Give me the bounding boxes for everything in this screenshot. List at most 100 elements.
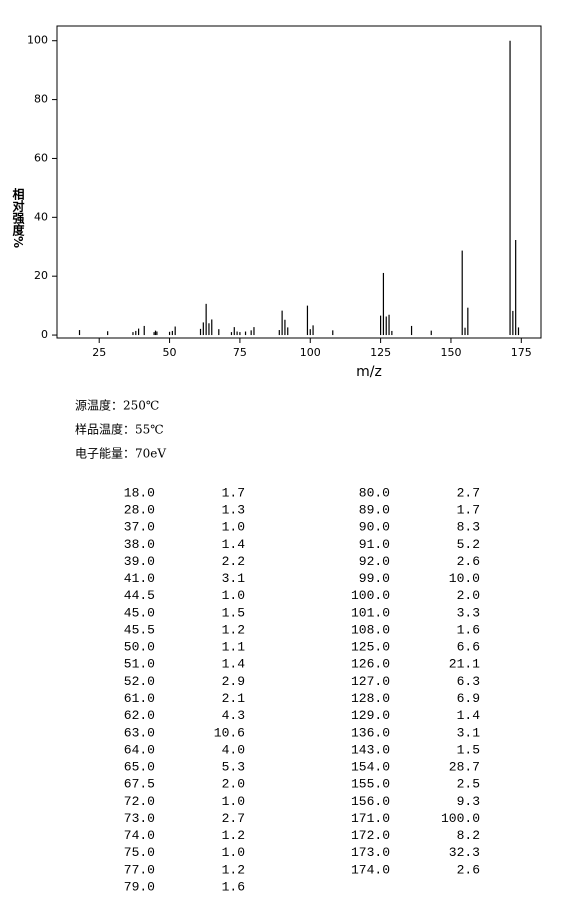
intensity: 28.7: [449, 760, 480, 775]
intensity: 1.0: [222, 588, 245, 603]
intensity: 1.7: [222, 485, 245, 500]
intensity: 1.7: [457, 503, 480, 518]
mass: 28.0: [124, 503, 155, 518]
y-tick-label: 20: [34, 269, 48, 282]
intensity: 2.5: [457, 777, 480, 792]
intensity: 4.0: [222, 742, 245, 757]
y-tick-label: 0: [41, 328, 48, 341]
intensity: 1.1: [222, 640, 246, 655]
mass: 45.0: [124, 605, 155, 620]
mass: 99.0: [359, 571, 390, 586]
intensity: 2.2: [222, 554, 245, 569]
mass: 79.0: [124, 879, 155, 894]
intensity: 1.6: [457, 622, 480, 637]
mass: 108.0: [351, 622, 390, 637]
mass: 52.0: [124, 674, 155, 689]
mass: 67.5: [124, 777, 155, 792]
mass: 73.0: [124, 811, 155, 826]
intensity: 21.1: [449, 657, 480, 672]
mass: 77.0: [124, 862, 155, 877]
intensity: 6.6: [457, 640, 480, 655]
y-tick-label: 40: [34, 210, 48, 223]
intensity: 3.1: [457, 725, 481, 740]
intensity: 9.3: [457, 794, 480, 809]
mass: 45.5: [124, 622, 155, 637]
intensity: 2.7: [457, 485, 480, 500]
mass: 75.0: [124, 845, 155, 860]
mass: 126.0: [351, 657, 390, 672]
mass: 171.0: [351, 811, 390, 826]
intensity: 100.0: [441, 811, 480, 826]
intensity: 1.5: [222, 605, 245, 620]
mass: 127.0: [351, 674, 390, 689]
intensity: 1.6: [222, 879, 245, 894]
mass: 92.0: [359, 554, 390, 569]
mass: 125.0: [351, 640, 390, 655]
mass: 90.0: [359, 520, 390, 535]
mass: 129.0: [351, 708, 390, 723]
mass: 89.0: [359, 503, 390, 518]
intensity: 1.0: [222, 520, 245, 535]
intensity: 1.4: [457, 708, 481, 723]
intensity: 2.7: [222, 811, 245, 826]
mass: 91.0: [359, 537, 390, 552]
mass: 44.5: [124, 588, 155, 603]
x-tick-label: 175: [511, 346, 532, 359]
y-axis-label: 相对强度%: [11, 187, 25, 248]
intensity: 1.0: [222, 794, 245, 809]
mass: 74.0: [124, 828, 155, 843]
mass: 50.0: [124, 640, 155, 655]
mass: 172.0: [351, 828, 390, 843]
intensity: 1.4: [222, 537, 246, 552]
intensity: 1.2: [222, 828, 245, 843]
intensity: 6.3: [457, 674, 480, 689]
condition: 电子能量：70eV: [75, 447, 166, 461]
intensity: 1.4: [222, 657, 246, 672]
mass: 72.0: [124, 794, 155, 809]
mass: 39.0: [124, 554, 155, 569]
x-tick-label: 150: [440, 346, 461, 359]
mass: 41.0: [124, 571, 155, 586]
plot-frame: [56, 25, 542, 339]
x-tick-label: 50: [163, 346, 177, 359]
mass: 173.0: [351, 845, 390, 860]
mass: 154.0: [351, 760, 390, 775]
intensity: 1.0: [222, 845, 245, 860]
intensity: 10.0: [449, 571, 480, 586]
intensity: 2.6: [457, 862, 480, 877]
y-tick-label: 60: [34, 151, 48, 164]
mass: 155.0: [351, 777, 390, 792]
mass: 63.0: [124, 725, 155, 740]
mass: 174.0: [351, 862, 390, 877]
intensity: 5.3: [222, 760, 245, 775]
mass: 38.0: [124, 537, 155, 552]
mass: 37.0: [124, 520, 155, 535]
mass: 156.0: [351, 794, 390, 809]
intensity: 1.2: [222, 622, 245, 637]
intensity: 6.9: [457, 691, 480, 706]
intensity: 2.1: [222, 691, 246, 706]
x-axis-label: m/z: [356, 364, 382, 380]
intensity: 2.0: [222, 777, 245, 792]
x-tick-label: 100: [300, 346, 321, 359]
y-tick-label: 80: [34, 93, 48, 106]
y-tick-label: 100: [27, 34, 48, 47]
intensity: 2.0: [457, 588, 480, 603]
intensity: 10.6: [214, 725, 245, 740]
intensity: 8.2: [457, 828, 480, 843]
condition: 样品温度：55℃: [75, 422, 164, 437]
mass: 64.0: [124, 742, 155, 757]
intensity: 4.3: [222, 708, 245, 723]
condition: 源温度：250℃: [75, 398, 159, 413]
mass: 101.0: [351, 605, 390, 620]
mass: 100.0: [351, 588, 390, 603]
mass: 128.0: [351, 691, 390, 706]
x-tick-label: 25: [92, 346, 106, 359]
intensity: 2.9: [222, 674, 245, 689]
intensity: 1.3: [222, 503, 245, 518]
intensity: 5.2: [457, 537, 480, 552]
intensity: 8.3: [457, 520, 480, 535]
mass: 136.0: [351, 725, 390, 740]
intensity: 3.3: [457, 605, 480, 620]
